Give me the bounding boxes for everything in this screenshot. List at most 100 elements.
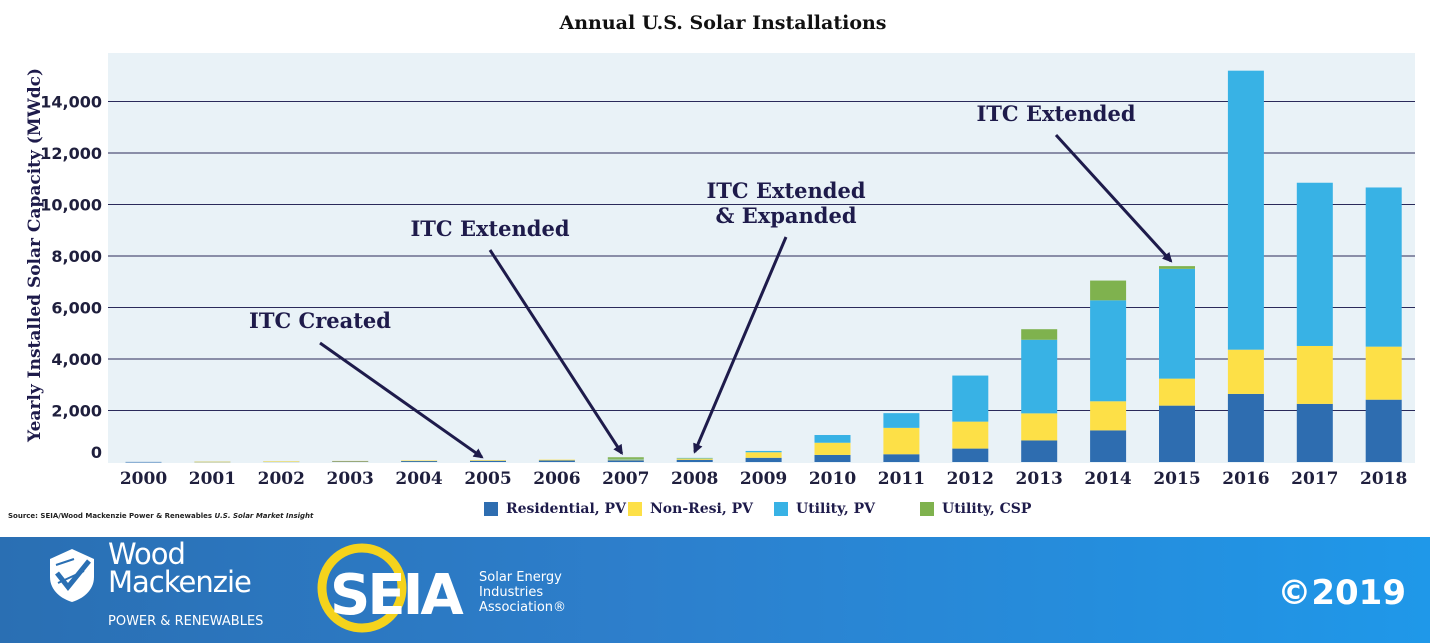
y-tick-label: 0 — [91, 443, 102, 462]
bar-segment — [1090, 280, 1127, 301]
source-prefix: Source: SEIA/Wood Mackenzie Power & Rene… — [8, 512, 215, 520]
wood-mackenzie-subtitle: POWER & RENEWABLES — [108, 614, 264, 629]
bar-segment — [538, 459, 575, 461]
bar-segment — [263, 461, 300, 462]
bar-segment — [1365, 346, 1402, 400]
seia-sub-line3: Association® — [479, 600, 567, 615]
bar-segment — [401, 460, 438, 462]
copyright-text: ©2019 — [1277, 573, 1406, 613]
y-axis-label: Yearly Installed Solar Capacity (MWdc) — [25, 68, 45, 443]
bar-segment — [1021, 329, 1058, 340]
bar-segment — [1365, 187, 1402, 347]
annotation-line: ITC Extended — [976, 101, 1135, 126]
bar-segment — [952, 421, 989, 449]
x-tick-label: 2000 — [120, 469, 167, 489]
bar-segment — [1159, 268, 1195, 379]
bar-segment — [125, 461, 162, 463]
bar-segment — [1159, 378, 1195, 406]
bar-segment — [1090, 430, 1127, 462]
seia-letters: SEIA — [330, 563, 464, 628]
x-tick-label: 2011 — [878, 469, 925, 489]
bar-segment — [607, 459, 644, 461]
bar-segment — [1296, 182, 1333, 346]
bar-segment — [332, 461, 369, 462]
legend-swatch — [628, 502, 642, 516]
annotation-arrow — [693, 236, 788, 454]
bar-segment — [883, 454, 920, 462]
bar-segment — [1021, 339, 1058, 414]
x-tick-label: 2009 — [740, 469, 787, 489]
bar-segment — [1296, 345, 1333, 404]
legend-item: Non-Resi, PV — [628, 498, 774, 520]
legend-swatch — [774, 502, 788, 516]
bar-segment — [814, 442, 851, 455]
x-tick-label: 2016 — [1222, 469, 1269, 489]
bar-segment — [1090, 401, 1127, 431]
wm-name-line1: Wood — [108, 537, 186, 571]
y-tick-label: 12,000 — [40, 144, 102, 163]
bar-segment — [401, 460, 438, 462]
annotation-line: ITC Extended — [410, 216, 569, 241]
legend-item: Residential, PV — [484, 498, 628, 520]
annotation-line: ITC Extended — [706, 178, 865, 203]
seia-logo: SEIA — [317, 543, 467, 633]
x-tick-label: 2015 — [1153, 469, 1200, 489]
y-tick-label: 8,000 — [51, 247, 102, 266]
bar-segment — [952, 448, 989, 462]
x-tick-label: 2010 — [809, 469, 856, 489]
bar-segment — [1296, 403, 1333, 462]
wood-mackenzie-name: Wood Mackenzie — [108, 537, 252, 597]
x-tick-label: 2006 — [533, 469, 580, 489]
bar-segment — [607, 460, 644, 462]
annotation-line: ITC Created — [249, 308, 391, 333]
x-tick-label: 2018 — [1360, 469, 1407, 489]
y-tick-label: 10,000 — [40, 196, 102, 215]
x-tick-label: 2017 — [1291, 469, 1338, 489]
bar-segment — [745, 450, 782, 453]
bar-segment — [1159, 405, 1195, 462]
bar-segment — [814, 454, 851, 462]
legend-label: Utility, PV — [796, 501, 876, 517]
bar-segment — [194, 461, 231, 463]
seia-sub-line1: Solar Energy — [479, 570, 562, 585]
bar-segment — [952, 375, 989, 422]
seia-subtitle: Solar Energy Industries Association® — [479, 570, 579, 615]
wood-mackenzie-logo-icon — [50, 549, 94, 602]
sun-ring-icon — [317, 543, 407, 633]
x-tick-label: 2008 — [671, 469, 718, 489]
bar-segment — [883, 427, 920, 455]
annotation-line: & Expanded — [715, 203, 856, 228]
bar-segment — [607, 457, 644, 459]
bar-segment — [1365, 399, 1402, 462]
legend: Residential, PV Non-Resi, PV Utility, PV Ut… — [484, 498, 1060, 520]
y-tick-label: 6,000 — [51, 299, 102, 318]
bar-segment — [1159, 266, 1195, 269]
annotation-label: ITC Extended — [410, 216, 569, 241]
x-tick-label: 2007 — [602, 469, 649, 489]
bar-segment — [607, 458, 644, 460]
bar-segment — [332, 460, 369, 462]
bar-segment — [470, 460, 506, 461]
x-tick-label: 2005 — [464, 469, 511, 489]
annotation-label: ITC Extended & Expanded — [706, 178, 865, 228]
bar-segment — [814, 435, 851, 443]
x-tick-label: 2002 — [258, 469, 305, 489]
y-tick-label: 2,000 — [51, 402, 102, 421]
bar-segment — [1227, 349, 1264, 394]
annotation-label: ITC Extended — [976, 101, 1135, 126]
annotation-arrow — [1054, 133, 1173, 263]
plot-background — [108, 53, 1415, 463]
legend-label: Non-Resi, PV — [650, 501, 754, 517]
legend-swatch — [484, 502, 498, 516]
bar-segment — [1227, 70, 1264, 350]
x-tick-label: 2013 — [1016, 469, 1063, 489]
seia-sub-line2: Industries — [479, 585, 544, 600]
chart-area: 0 2,000 4,000 6,000 8,000 10,000 12,000 14,000 2… — [25, 53, 1415, 489]
bar-segment — [745, 452, 782, 458]
footer-banner — [0, 537, 1430, 643]
y-tick-label: 4,000 — [51, 350, 102, 369]
source-publication: U.S. Solar Market Insight — [214, 512, 314, 520]
x-tick-label: 2014 — [1084, 469, 1131, 489]
annotation-label: ITC Created — [249, 308, 391, 333]
bar-segment — [1021, 440, 1058, 462]
